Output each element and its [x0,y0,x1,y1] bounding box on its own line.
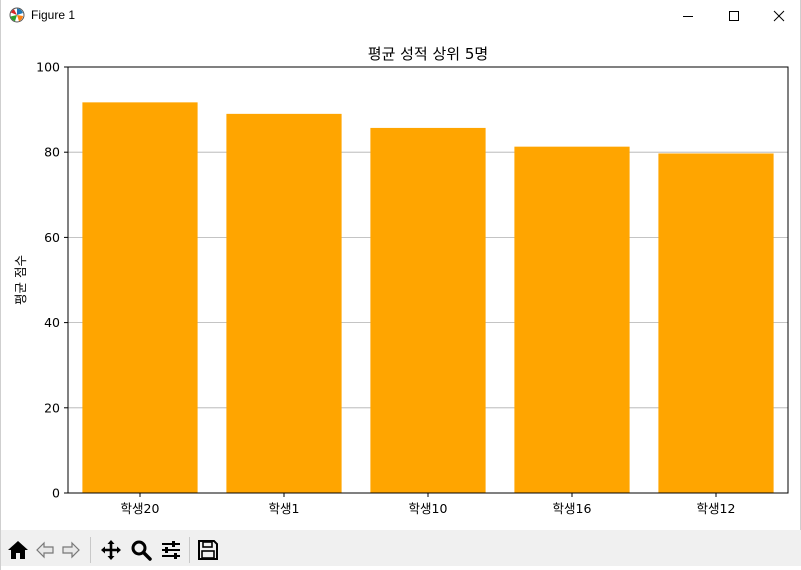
home-button[interactable] [6,538,30,562]
close-icon [773,10,785,21]
plot-area: 0 20 40 60 80 100 학생20 학생1 학생10 학생16 학생12 평균 성적 상위 … [1,31,801,530]
back-icon [36,541,54,559]
pan-button[interactable] [99,538,123,562]
pan-icon [101,540,121,560]
x-tick-label: 학생20 [121,501,160,516]
zoom-icon [131,540,152,561]
y-tick-label: 60 [44,230,60,245]
bottom-strip [1,566,801,570]
bar [658,153,774,493]
bar [226,113,342,494]
y-tick-label: 100 [36,60,60,75]
maximize-button[interactable] [711,0,757,31]
bar [82,102,198,493]
x-tick-label: 학생1 [269,501,300,516]
y-tick-label: 0 [52,486,60,501]
matplotlib-logo-icon [9,7,25,23]
x-tick-label: 학생10 [409,501,448,516]
configure-subplots-button[interactable] [159,538,183,562]
zoom-button[interactable] [129,538,153,562]
y-tick-label: 20 [44,400,60,415]
minimize-icon [683,15,693,17]
home-icon [8,541,28,559]
title-bar: Figure 1 [1,0,800,31]
forward-icon [62,541,80,559]
save-button[interactable] [196,538,220,562]
minimize-button[interactable] [665,0,711,31]
window-title: Figure 1 [31,8,76,22]
bar [514,146,630,494]
x-tick-label: 학생12 [697,501,736,516]
navigation-toolbar [1,530,801,568]
bar [370,127,486,493]
save-icon [198,540,218,560]
chart-title: 평균 성적 상위 5명 [368,45,488,63]
bar-chart: 0 20 40 60 80 100 학생20 학생1 학생10 학생16 학생12 평균 성적 상위 … [13,45,789,516]
toolbar-separator [90,537,91,563]
y-tick-label: 40 [44,315,60,330]
forward-button[interactable] [59,538,83,562]
x-tick-label: 학생16 [553,501,592,516]
toolbar-separator [189,537,190,563]
y-tick-label: 80 [44,145,60,160]
close-button[interactable] [756,0,801,31]
maximize-icon [729,10,739,21]
configure-icon [162,541,180,559]
back-button[interactable] [33,538,57,562]
y-axis-label: 평균 점수 [13,255,28,305]
